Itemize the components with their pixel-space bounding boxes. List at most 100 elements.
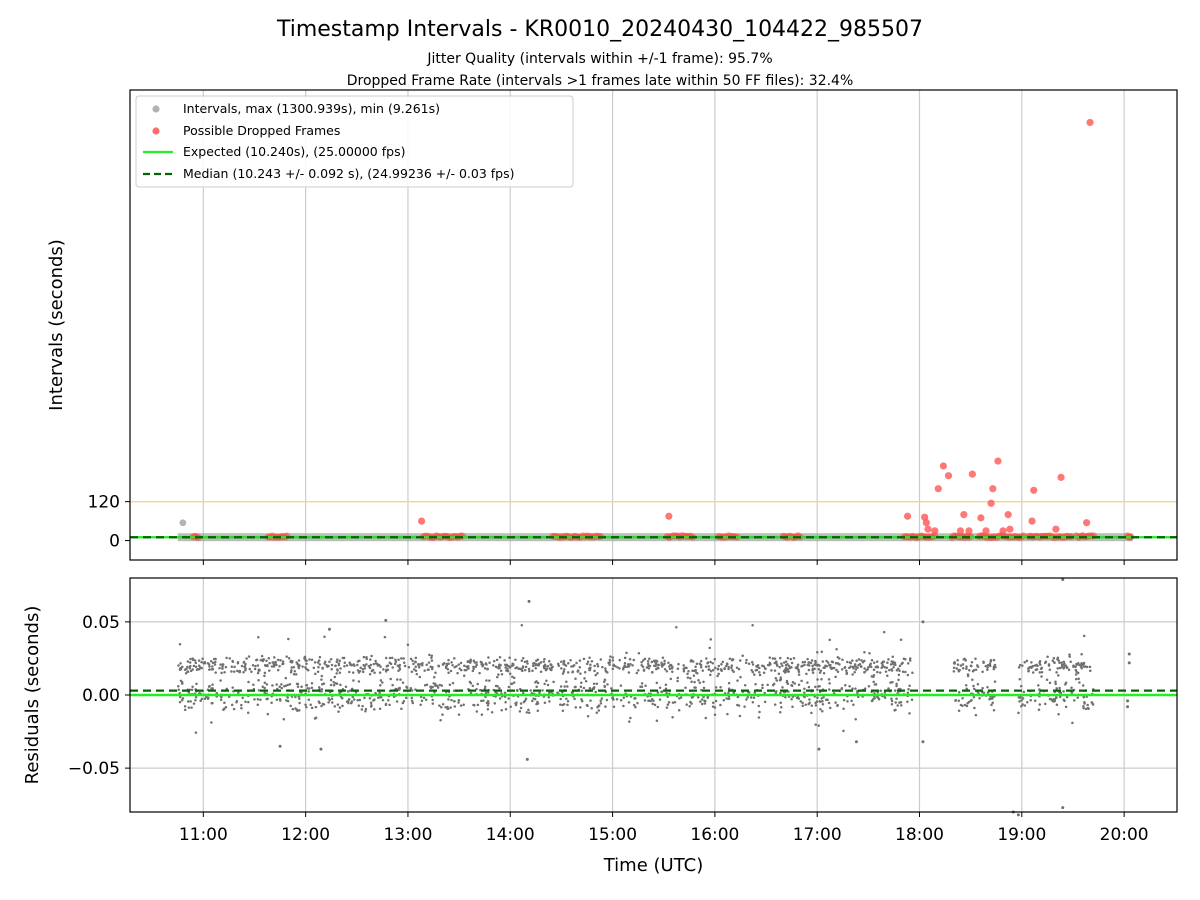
residual-point xyxy=(972,687,976,691)
residual-point xyxy=(900,704,903,707)
residual-point xyxy=(797,670,801,674)
residual-point xyxy=(332,683,336,687)
residual-point xyxy=(647,664,650,668)
residual-point xyxy=(265,659,268,662)
residual-point xyxy=(245,657,248,660)
residual-point xyxy=(1023,660,1026,664)
residual-point xyxy=(626,665,629,668)
residual-point xyxy=(653,703,657,707)
residual-point xyxy=(596,671,599,675)
residual-point xyxy=(580,689,584,692)
residual-point xyxy=(1085,665,1089,669)
residual-point xyxy=(965,687,968,691)
residual-point xyxy=(562,670,566,673)
residual-point xyxy=(594,673,597,677)
residual-point xyxy=(358,659,361,663)
residual-point xyxy=(275,663,278,667)
residual-point xyxy=(410,689,414,692)
residual-point xyxy=(957,690,961,694)
residual-point xyxy=(709,673,712,677)
residual-point xyxy=(655,681,659,685)
residual-point xyxy=(492,664,495,667)
dropped-frame-point xyxy=(956,527,965,535)
residual-point xyxy=(498,666,501,670)
interval-point xyxy=(179,519,187,527)
residual-point xyxy=(191,685,194,688)
residual-point xyxy=(736,695,740,699)
residual-point xyxy=(304,703,307,707)
residual-point xyxy=(708,646,711,650)
residual-point xyxy=(801,664,804,668)
residual-point xyxy=(817,663,820,667)
residual-point xyxy=(774,676,778,680)
residual-point xyxy=(589,699,592,702)
residual-point xyxy=(254,664,257,668)
residual-point xyxy=(228,657,232,660)
residual-point xyxy=(671,715,674,719)
residual-point xyxy=(762,665,766,668)
residual-point xyxy=(857,658,861,661)
residual-point xyxy=(379,683,382,687)
residual-point xyxy=(737,667,741,671)
residual-point xyxy=(743,705,746,708)
residual-point xyxy=(803,663,806,667)
residual-point xyxy=(590,707,593,710)
residual-point xyxy=(541,689,544,692)
residual-point xyxy=(330,697,334,701)
residual-point xyxy=(536,709,540,713)
residual-point xyxy=(874,665,878,669)
residual-point xyxy=(323,662,326,665)
residual-point xyxy=(339,667,342,670)
residual-point xyxy=(488,679,491,682)
residual-point xyxy=(459,661,463,665)
residual-point xyxy=(190,706,193,709)
residual-point xyxy=(321,683,324,686)
residual-point xyxy=(527,667,531,671)
residual-point xyxy=(826,698,829,702)
residual-point xyxy=(754,669,758,672)
residual-point xyxy=(186,670,189,673)
residual-point xyxy=(471,669,475,673)
residual-point xyxy=(796,663,800,666)
residual-point xyxy=(266,664,269,668)
residual-point xyxy=(289,671,293,674)
residual-point xyxy=(1063,699,1066,703)
residual-point xyxy=(713,713,717,716)
residual-point xyxy=(601,665,604,669)
residual-point xyxy=(863,687,867,690)
residual-point xyxy=(871,698,875,701)
residual-point xyxy=(716,668,720,671)
residual-point xyxy=(1074,677,1078,681)
residual-point xyxy=(790,698,793,701)
residual-point xyxy=(667,701,671,704)
residual-point xyxy=(642,659,645,662)
legend-marker-dropped xyxy=(152,127,160,135)
residual-point xyxy=(436,684,439,688)
residual-point xyxy=(885,666,889,670)
dropped-frame-point xyxy=(1006,525,1014,533)
residual-point xyxy=(787,664,791,668)
residual-point xyxy=(521,691,525,695)
residual-point xyxy=(263,681,267,685)
residual-point xyxy=(955,667,959,670)
residual-point xyxy=(445,664,449,667)
residual-point xyxy=(224,705,228,709)
residual-point xyxy=(612,705,616,708)
residual-point xyxy=(961,663,965,666)
residual-outlier-point xyxy=(1126,699,1130,703)
residual-point xyxy=(430,656,433,660)
residual-point xyxy=(882,660,886,664)
residual-point xyxy=(713,657,717,661)
residual-point xyxy=(956,663,960,666)
residual-point xyxy=(704,665,708,669)
residual-point xyxy=(1060,661,1063,664)
residual-point xyxy=(343,661,347,665)
residual-point xyxy=(441,713,444,716)
residual-point xyxy=(457,699,461,702)
residual-point xyxy=(1081,684,1085,687)
residual-point xyxy=(635,671,639,675)
dropped-frame-point xyxy=(903,512,912,520)
residual-point xyxy=(968,669,971,672)
residual-point xyxy=(183,708,187,712)
residual-point xyxy=(186,665,189,669)
